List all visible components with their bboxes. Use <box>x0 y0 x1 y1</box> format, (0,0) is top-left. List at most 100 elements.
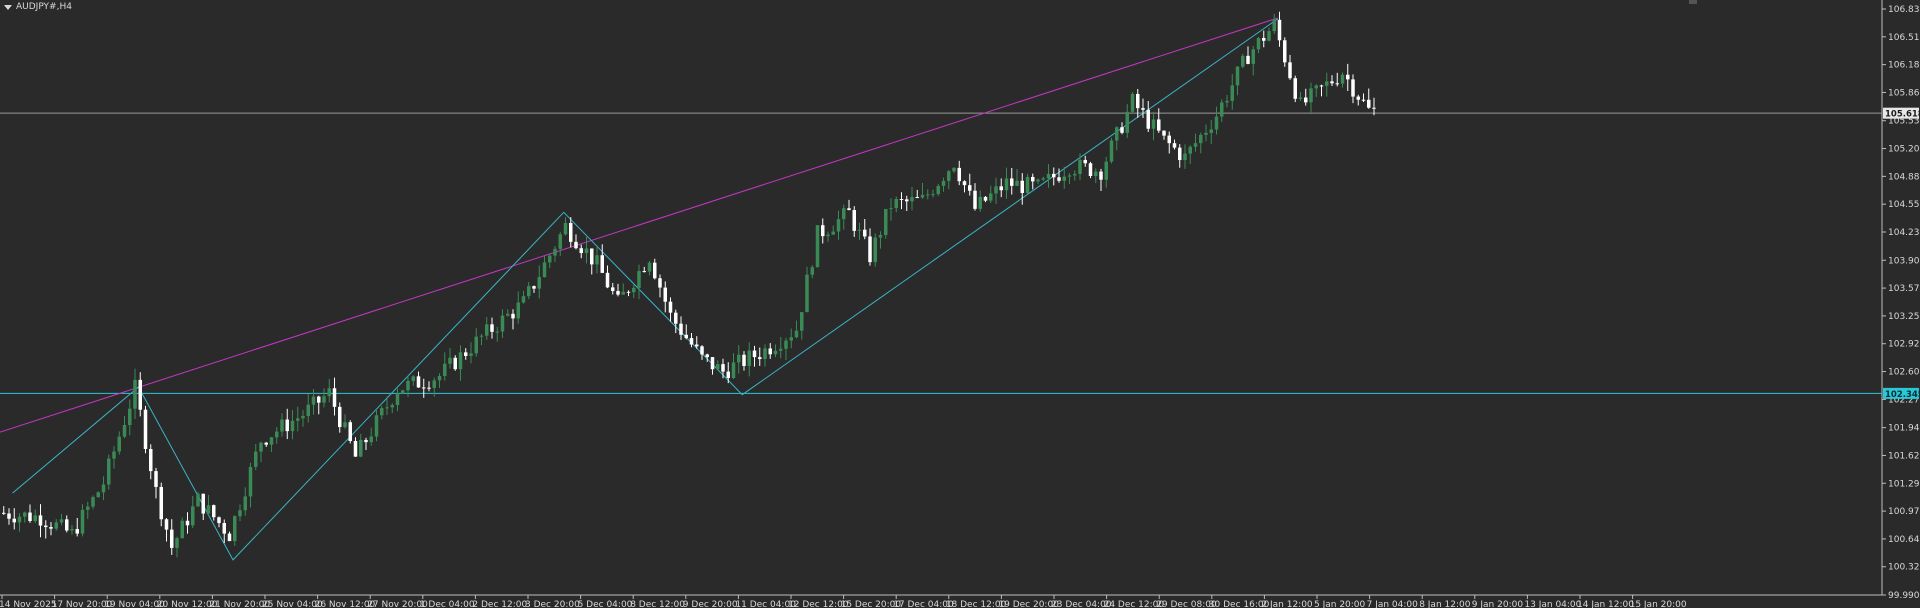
candle-body <box>1251 49 1255 64</box>
candle-body <box>390 405 394 408</box>
candle <box>695 336 699 349</box>
candle <box>1277 11 1282 47</box>
dropdown-triangle-icon[interactable] <box>4 4 12 10</box>
candle-body <box>1025 176 1030 193</box>
candle <box>1230 74 1234 110</box>
candle <box>233 515 237 546</box>
chart-shift-marker <box>1689 0 1697 4</box>
x-tick-label: 30 Dec 16:00 <box>1209 600 1270 608</box>
candle <box>1293 75 1297 103</box>
candle-body <box>1115 127 1119 141</box>
candle <box>33 509 37 524</box>
candle-body <box>1157 119 1161 131</box>
candle <box>495 326 499 342</box>
candle-body <box>899 198 904 200</box>
candle-body <box>915 197 919 199</box>
current-price-tag-bg <box>1883 107 1919 119</box>
candle-body <box>674 312 678 324</box>
candle <box>1162 130 1166 140</box>
candle-body <box>731 362 736 378</box>
candle-body <box>973 190 977 209</box>
candle-body <box>332 388 337 407</box>
candle-body <box>789 337 793 341</box>
candle <box>80 504 85 537</box>
candle <box>831 225 835 235</box>
candle <box>821 218 825 244</box>
candle <box>1157 108 1161 133</box>
candle <box>70 524 74 535</box>
y-tick-label: 102.275 <box>1888 395 1920 405</box>
current-price-tag: 105.618 <box>1883 107 1920 120</box>
candle-body <box>133 379 137 409</box>
candle-body <box>154 471 158 487</box>
candle-body <box>206 505 211 514</box>
candle <box>1288 54 1292 80</box>
candle <box>128 399 132 436</box>
current-price-tag-text: 105.618 <box>1885 110 1920 120</box>
candle <box>1251 45 1255 76</box>
x-tick-label: 17 Dec 04:00 <box>893 600 954 608</box>
candle-body <box>800 312 804 331</box>
candle <box>432 377 436 397</box>
candle <box>1078 153 1082 181</box>
candle-body <box>380 408 384 416</box>
x-tick-label: 19 Nov 04:00 <box>104 600 165 608</box>
candle-body <box>768 348 772 355</box>
x-tick-label: 21 Nov 20:00 <box>209 600 270 608</box>
candle <box>642 266 646 273</box>
candle <box>1309 82 1313 115</box>
candle-body <box>1235 66 1240 86</box>
candle <box>710 357 715 375</box>
candle <box>1235 66 1240 96</box>
candle <box>28 504 32 523</box>
candle-body <box>2 512 6 514</box>
candle <box>259 441 263 463</box>
candle <box>227 531 232 542</box>
x-tick-label: 23 Dec 04:00 <box>1051 600 1112 608</box>
candle <box>1262 30 1266 48</box>
candle <box>973 183 977 211</box>
candle-body <box>233 516 237 542</box>
candle-body <box>1319 85 1324 87</box>
candle <box>810 265 814 279</box>
candle <box>511 309 515 330</box>
candle-body <box>1241 55 1245 67</box>
candle <box>542 255 547 278</box>
candle-body <box>432 380 436 388</box>
candle-body <box>479 335 484 337</box>
candle <box>768 343 772 359</box>
candle-body <box>962 181 967 186</box>
candle-body <box>1057 177 1061 181</box>
y-tick-label: 104.555 <box>1888 200 1920 210</box>
candle <box>548 253 552 269</box>
candle <box>143 405 148 454</box>
candle-body <box>1146 109 1150 129</box>
candle-body <box>485 324 489 336</box>
candle <box>800 311 804 340</box>
candle <box>1372 97 1376 116</box>
x-tick-label: 29 Dec 08:00 <box>1156 600 1217 608</box>
y-tick-label: 103.575 <box>1888 284 1920 294</box>
candle <box>763 344 767 367</box>
candle-body <box>1314 85 1318 89</box>
candle <box>1325 72 1329 97</box>
symbol-text: AUDJPY#,H4 <box>16 2 72 12</box>
candle <box>815 225 820 268</box>
candle-body <box>395 393 400 406</box>
candle-body <box>458 352 463 370</box>
candle <box>999 178 1003 198</box>
candle-body <box>448 357 452 364</box>
candle <box>632 284 636 299</box>
y-tick-label: 103.250 <box>1888 312 1920 322</box>
candle <box>679 316 683 340</box>
candle <box>49 522 53 536</box>
candle <box>427 381 431 392</box>
candle <box>1225 95 1229 108</box>
x-tick-label: 13 Jan 04:00 <box>1524 600 1581 608</box>
symbol-label[interactable]: AUDJPY#,H4 <box>4 2 72 12</box>
candle <box>1204 124 1208 142</box>
candle-body <box>212 505 216 518</box>
candle-body <box>952 167 956 172</box>
